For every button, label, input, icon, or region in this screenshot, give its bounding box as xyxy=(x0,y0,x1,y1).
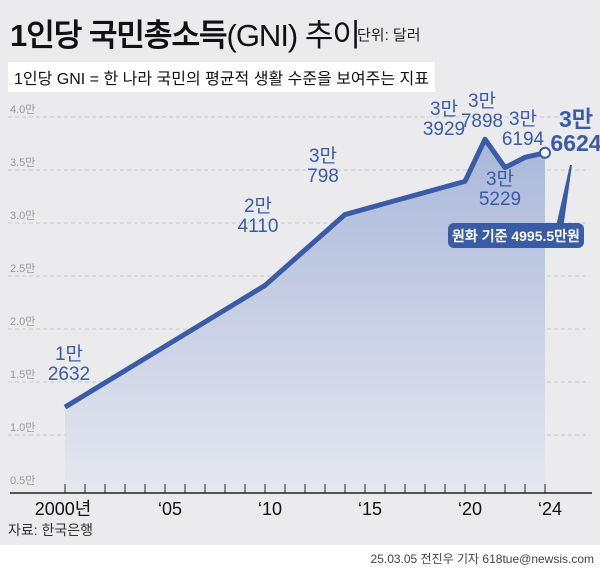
data-label: 2만 4110 xyxy=(238,195,279,237)
data-point-2024 xyxy=(539,146,551,159)
data-label: 3만 798 xyxy=(307,145,339,187)
x-tick-label: ‘15 xyxy=(358,499,382,519)
y-tick-label: 1.0만 xyxy=(10,421,35,434)
subtitle: 1인당 GNI = 한 나라 국민의 평균적 생활 수준을 보여주는 지표 xyxy=(8,62,435,92)
data-label: 3만 5229 xyxy=(479,168,521,210)
y-tick-label: 3.5만 xyxy=(10,156,35,169)
title-paren: (GNI) 추이 xyxy=(226,18,361,53)
page-title: 1인당 국민총소득(GNI) 추이 xyxy=(10,10,361,55)
x-tick-label: ‘05 xyxy=(158,499,182,519)
series-line xyxy=(63,136,546,410)
data-label: 3만 7898 xyxy=(461,90,503,132)
callout-pointer xyxy=(556,164,572,223)
y-tick-label: 3.0만 xyxy=(10,209,35,222)
y-tick-label: 2.5만 xyxy=(10,262,35,275)
data-label-2024: 3만 6624 xyxy=(550,106,600,156)
data-label: 3만 6194 xyxy=(502,108,545,150)
credit: 25.03.05 전진우 기자 618tue@newsis.com xyxy=(370,552,594,566)
source: 자료: 한국은행 xyxy=(8,522,94,538)
y-tick-label: 1.5만 xyxy=(10,368,35,381)
infographic: 1인당 국민총소득(GNI) 추이 단위: 달러 1인당 GNI = 한 나라 … xyxy=(0,0,600,545)
unit-label: 단위: 달러 xyxy=(357,27,421,44)
area-fill xyxy=(65,139,545,494)
annotation-text: 원화 기준 4995.5만원 xyxy=(452,228,580,244)
x-tick-label: 2000년 xyxy=(35,499,92,519)
chart: 0.5만 1.0만 1.5만 2.0만 2.5만 3.0만 3.5만 4.0만 2000년 ‘05… xyxy=(8,90,600,519)
data-label: 3만 3929 xyxy=(423,98,465,140)
y-tick-label: 0.5만 xyxy=(10,474,35,487)
y-tick-label: 4.0만 xyxy=(10,103,35,116)
x-tick-label: ‘10 xyxy=(258,499,282,519)
annotation-box xyxy=(448,223,584,248)
y-tick-label: 2.0만 xyxy=(10,315,35,328)
title-main: 1인당 국민총소득 xyxy=(10,18,227,53)
data-label: 1만 2632 xyxy=(48,343,90,385)
x-tick-label: ‘20 xyxy=(458,499,482,519)
x-tick-label: ‘24 xyxy=(538,499,562,519)
